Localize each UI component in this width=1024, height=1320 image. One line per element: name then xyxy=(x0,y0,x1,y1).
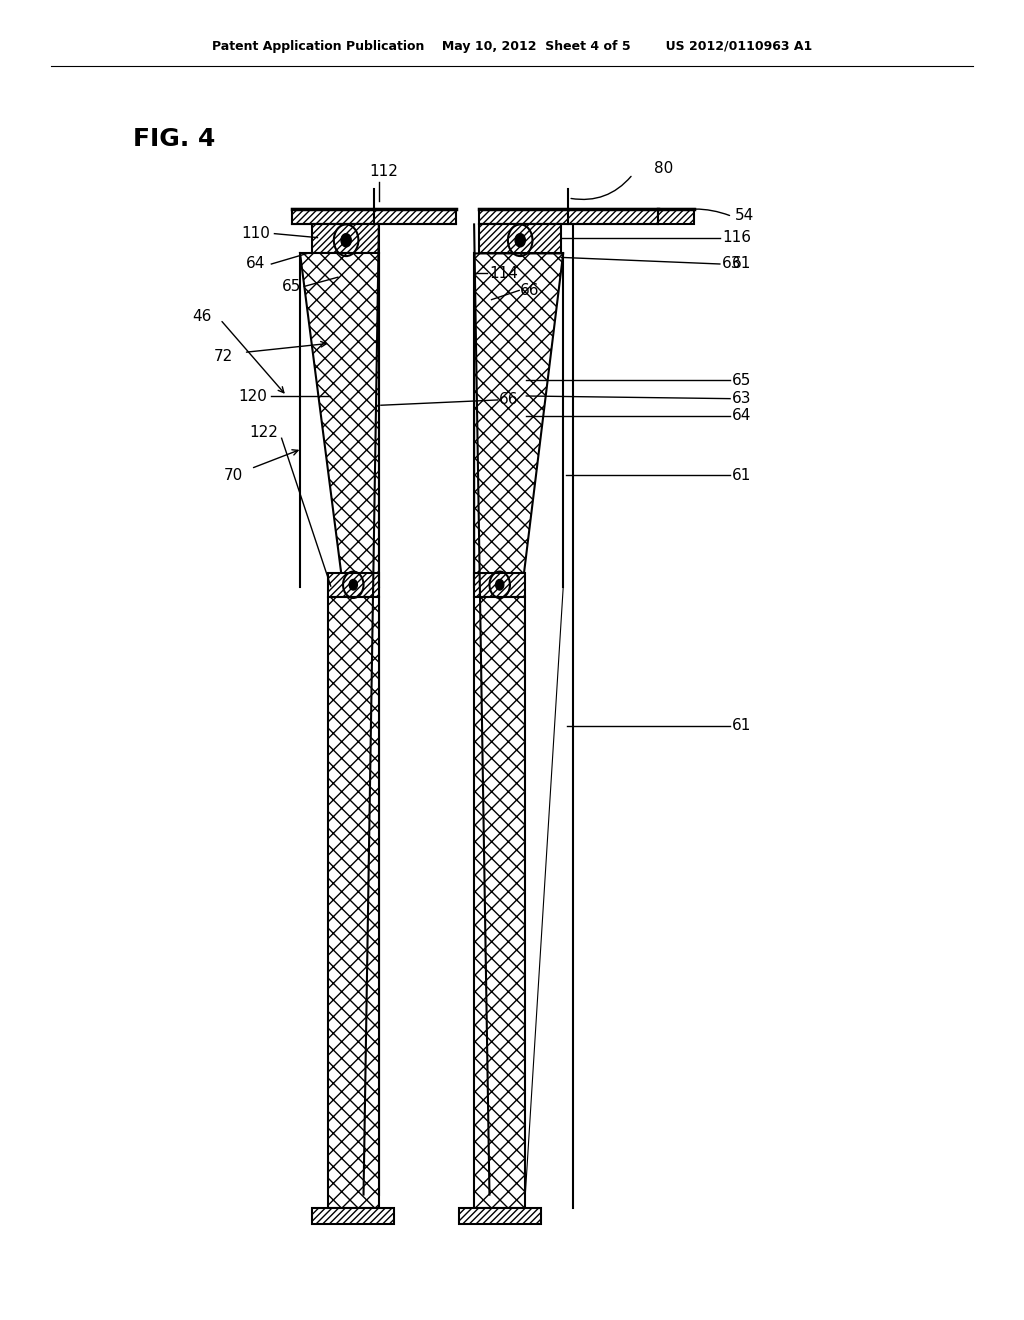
Bar xyxy=(479,224,561,253)
Text: 65: 65 xyxy=(732,372,752,388)
Text: 120: 120 xyxy=(239,388,267,404)
Circle shape xyxy=(496,579,504,590)
Text: 63: 63 xyxy=(732,391,752,407)
Text: Patent Application Publication    May 10, 2012  Sheet 4 of 5        US 2012/0110: Patent Application Publication May 10, 2… xyxy=(212,40,812,53)
Bar xyxy=(328,597,379,1208)
Text: 61: 61 xyxy=(732,467,752,483)
Text: 116: 116 xyxy=(722,230,751,246)
Bar xyxy=(328,573,379,597)
Text: 61: 61 xyxy=(732,718,752,734)
Text: 72: 72 xyxy=(214,348,232,364)
Bar xyxy=(479,209,658,224)
Text: 122: 122 xyxy=(250,425,279,441)
FancyArrowPatch shape xyxy=(660,209,729,215)
Text: 64: 64 xyxy=(732,408,752,424)
Text: 112: 112 xyxy=(370,164,398,180)
Text: 110: 110 xyxy=(242,226,270,242)
Polygon shape xyxy=(300,253,379,587)
Text: 54: 54 xyxy=(735,207,755,223)
Bar xyxy=(292,209,456,224)
Bar xyxy=(658,209,694,224)
Text: 63: 63 xyxy=(722,256,741,272)
FancyArrowPatch shape xyxy=(571,177,631,199)
Circle shape xyxy=(349,579,357,590)
Bar xyxy=(459,1208,541,1224)
Text: 66: 66 xyxy=(520,282,540,298)
Text: 61: 61 xyxy=(732,256,752,272)
Circle shape xyxy=(341,234,351,247)
Bar xyxy=(312,224,379,253)
Bar xyxy=(474,573,525,597)
Text: 66: 66 xyxy=(499,392,518,408)
Circle shape xyxy=(515,234,525,247)
Text: 64: 64 xyxy=(247,256,265,272)
Text: FIG. 4: FIG. 4 xyxy=(133,127,215,150)
Polygon shape xyxy=(474,253,563,587)
Bar xyxy=(312,1208,394,1224)
Text: 70: 70 xyxy=(224,467,243,483)
Text: 46: 46 xyxy=(193,309,211,325)
Text: 80: 80 xyxy=(654,161,673,177)
Bar xyxy=(474,597,525,1208)
Text: 114: 114 xyxy=(489,265,518,281)
Text: 65: 65 xyxy=(283,279,301,294)
